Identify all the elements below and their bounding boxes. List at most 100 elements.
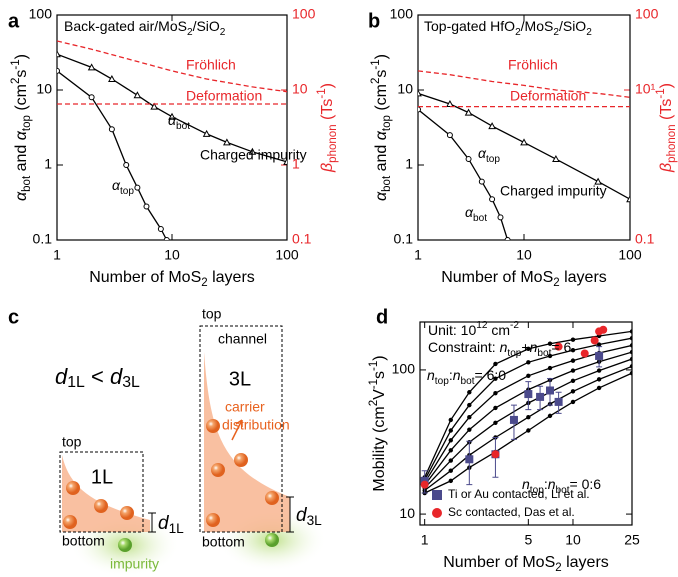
chart-title: Top-gated HfO2/MoS2/SiO2	[424, 18, 592, 38]
marker	[629, 364, 632, 369]
marker	[493, 361, 498, 367]
marker	[526, 414, 531, 420]
y-axis-title-part: -1	[368, 361, 380, 371]
marker	[448, 438, 453, 443]
annotation-part: bot	[176, 121, 190, 132]
marker	[570, 399, 576, 405]
x-axis-title-part: 2	[555, 562, 561, 574]
y-axis-title-part: α	[373, 130, 390, 140]
x-tick-label: 100	[618, 247, 642, 263]
annotation-part: cm	[487, 322, 510, 338]
inequality-part: <	[85, 364, 110, 389]
y2-axis-title-part: )	[319, 83, 336, 88]
marker	[223, 138, 231, 146]
x-tick-label: 100	[275, 247, 299, 263]
y-tick-label: 10	[397, 81, 413, 97]
marker	[467, 402, 472, 408]
annotation-part: Constraint:	[428, 339, 500, 355]
marker	[467, 427, 472, 432]
annotation-part: α	[465, 204, 474, 220]
annotation: αtop	[112, 177, 134, 197]
series-layer	[57, 40, 287, 240]
annotation: Constraint: ntop+nbot= 6	[428, 339, 571, 359]
y2-tick-label: 100	[635, 6, 659, 22]
carrier	[206, 513, 220, 527]
y2-axis-title-part: -1	[316, 88, 328, 98]
x-axis-title-part: Number of MoS	[441, 269, 553, 286]
plot-frame	[419, 321, 633, 526]
marker	[108, 126, 115, 133]
marker	[448, 458, 453, 463]
label-3l: 3L	[229, 368, 251, 390]
marker	[467, 414, 472, 420]
y-tick-label: 10	[36, 81, 52, 97]
carrier	[94, 499, 108, 513]
panel-c: c top bottom 1L top channel 3L bottom	[8, 306, 327, 577]
marker	[524, 390, 533, 399]
carrier	[120, 506, 134, 520]
marker	[143, 203, 150, 210]
impurity	[265, 533, 279, 547]
annotation: Deformation	[510, 88, 586, 104]
y-tick-label: 1	[405, 156, 413, 172]
marker	[465, 156, 472, 163]
x-axis-title: Number of MoS2 layers	[441, 269, 607, 289]
x-axis-title: Number of MoS2 layers	[443, 554, 609, 574]
marker	[547, 341, 553, 346]
marker	[448, 448, 453, 453]
marker	[418, 89, 422, 97]
x-tick-label: 1	[414, 247, 422, 263]
plot-frame	[417, 14, 631, 241]
marker	[570, 378, 576, 384]
chart-title: Back-gated air/MoS2/SiO2	[64, 18, 226, 38]
y-tick-label: 0.1	[394, 231, 414, 247]
d1l-bracket	[148, 512, 156, 533]
x-axis-title-part: layers	[208, 269, 255, 286]
y2-tick-label: 0.1	[292, 231, 312, 247]
x-axis-title-part: Number of MoS	[443, 554, 555, 571]
chart-title-part: Back-gated air/MoS	[64, 18, 187, 34]
annotation: αbot	[168, 112, 190, 132]
label-d1l: d1L	[158, 513, 184, 536]
marker	[467, 390, 472, 395]
marker	[464, 108, 473, 116]
annotation-part: n	[427, 367, 435, 383]
marker	[448, 417, 453, 423]
marker	[123, 162, 130, 168]
x-tick-label: 1	[53, 247, 61, 263]
annotation-part: -2	[510, 320, 519, 331]
marker	[596, 342, 602, 347]
carrier	[211, 463, 225, 477]
y-axis-title-part: -1	[368, 379, 380, 389]
label-d3l: d3L	[296, 505, 322, 528]
box-1l	[59, 451, 144, 533]
annotation-part: n	[453, 367, 461, 383]
marker	[497, 214, 504, 221]
marker	[202, 129, 211, 137]
marker	[446, 99, 454, 108]
annotation-part: = 0:6	[570, 476, 602, 492]
marker	[509, 415, 518, 424]
carrier	[234, 453, 248, 467]
marker	[536, 392, 545, 401]
label-top: top	[202, 306, 222, 322]
x-tick-label: 5	[524, 532, 532, 548]
y-axis-title-part: (cm	[373, 84, 390, 115]
inequality-part: d	[110, 364, 123, 389]
annotation-part: = 6	[551, 339, 571, 355]
x-axis-title-part: 2	[201, 277, 207, 289]
x-axis-title-part: 2	[553, 277, 559, 289]
annotation-part: n	[522, 476, 530, 492]
y2-axis-title-part: )	[658, 83, 675, 88]
marker	[448, 428, 453, 433]
marker	[547, 365, 553, 371]
y2-axis-title-part: β	[658, 163, 675, 173]
marker	[547, 353, 553, 359]
annotation-part: bot	[556, 485, 570, 496]
carrier	[206, 419, 220, 433]
legend-label: Ti or Au contacted, Li et al.	[448, 487, 590, 501]
marker	[552, 155, 560, 163]
marker	[547, 413, 553, 419]
series-line	[418, 70, 630, 98]
